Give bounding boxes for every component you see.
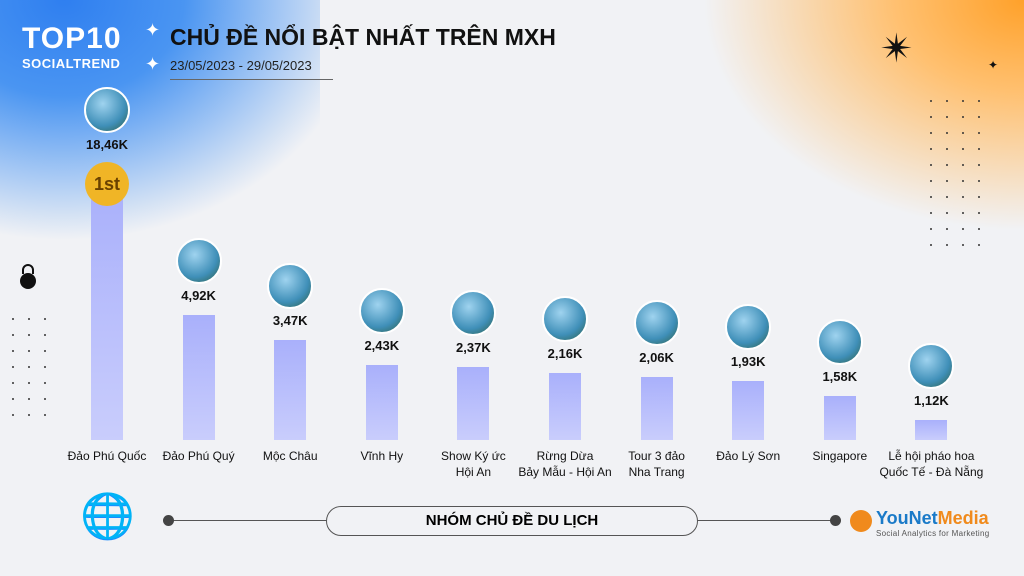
value-label: 1,12K xyxy=(914,393,949,408)
topic-image xyxy=(84,87,130,133)
topic-image xyxy=(633,299,680,346)
topic-image xyxy=(267,262,314,309)
category-label: Lễ hội pháo hoa Quốc Tế - Đà Nẵng xyxy=(879,449,984,479)
footer-dot xyxy=(163,515,174,526)
value-label: 4,92K xyxy=(181,288,216,303)
value-label: 18,46K xyxy=(86,137,128,152)
value-label: 1,93K xyxy=(730,354,766,370)
value-label: 2,16K xyxy=(547,346,583,362)
topic-image xyxy=(175,238,222,284)
brand-tagline: Social Analytics for Marketing xyxy=(876,529,990,538)
bar xyxy=(274,339,307,440)
category-label: Đảo Lý Sơn xyxy=(716,449,781,463)
value-label: 1,58K xyxy=(822,368,858,384)
category-label: Singapore xyxy=(812,449,868,463)
page-title: CHỦ ĐỀ NỔI BẬT NHẤT TRÊN MXH xyxy=(170,24,556,50)
sparkle-icon: ✦ xyxy=(988,58,999,72)
logo-top: TOP10 xyxy=(22,22,122,55)
bar xyxy=(823,395,856,440)
sparkle-icon: ✦ xyxy=(145,20,161,40)
bar xyxy=(365,365,398,440)
brand-name-2: Media xyxy=(937,508,989,528)
category-label: Rừng Dừa Bảy Mẫu - Hội An xyxy=(518,449,612,479)
date-range: 23/05/2023 - 29/05/2023 xyxy=(170,58,333,80)
blue-glow xyxy=(0,0,320,260)
bar xyxy=(549,373,581,440)
category-label: Đảo Phú Quốc xyxy=(67,449,147,463)
value-label: 3,47K xyxy=(272,312,308,328)
bar xyxy=(915,420,948,440)
bar xyxy=(732,381,765,440)
category-label: Show Ký ức Hội An xyxy=(441,449,506,479)
brand-name: YouNet xyxy=(876,508,938,528)
lock-icon xyxy=(20,264,36,289)
logo-sub: SOCIALTREND xyxy=(22,56,121,71)
topic-group-label: NHÓM CHỦ ĐỀ DU LỊCH xyxy=(326,506,698,536)
category-label: Mộc Châu xyxy=(262,449,318,463)
bar xyxy=(182,315,215,440)
bar xyxy=(457,366,490,440)
footer-dot xyxy=(830,515,841,526)
top10-logo: TOP10 SOCIALTREND xyxy=(22,22,122,71)
sparkle-icon: ✦ xyxy=(145,54,161,74)
topic-image xyxy=(908,343,955,389)
topic-image xyxy=(358,288,405,335)
orange-glow xyxy=(704,0,1024,240)
value-label: 2,43K xyxy=(364,338,400,354)
dot-grid xyxy=(12,318,46,416)
topic-image xyxy=(542,296,588,343)
value-label: 2,06K xyxy=(639,349,674,365)
category-label: Vĩnh Hy xyxy=(360,449,404,463)
topic-image xyxy=(725,304,772,351)
bar xyxy=(640,376,673,440)
bar xyxy=(91,185,123,440)
younet-media-logo: YouNetMedia Social Analytics for Marketi… xyxy=(850,508,1012,538)
younet-icon xyxy=(850,510,872,532)
category-label: Tour 3 đảo Nha Trang xyxy=(628,449,685,479)
star-icon: ✴ xyxy=(880,27,914,71)
value-label: 2,37K xyxy=(456,339,491,355)
dot-grid xyxy=(930,100,980,246)
topic-image xyxy=(816,318,863,365)
topic-image xyxy=(450,289,497,336)
category-label: Đảo Phú Quý xyxy=(162,449,235,463)
globe-plane-icon: 🌐 xyxy=(80,492,135,541)
first-place-medal: 1st xyxy=(85,162,129,206)
